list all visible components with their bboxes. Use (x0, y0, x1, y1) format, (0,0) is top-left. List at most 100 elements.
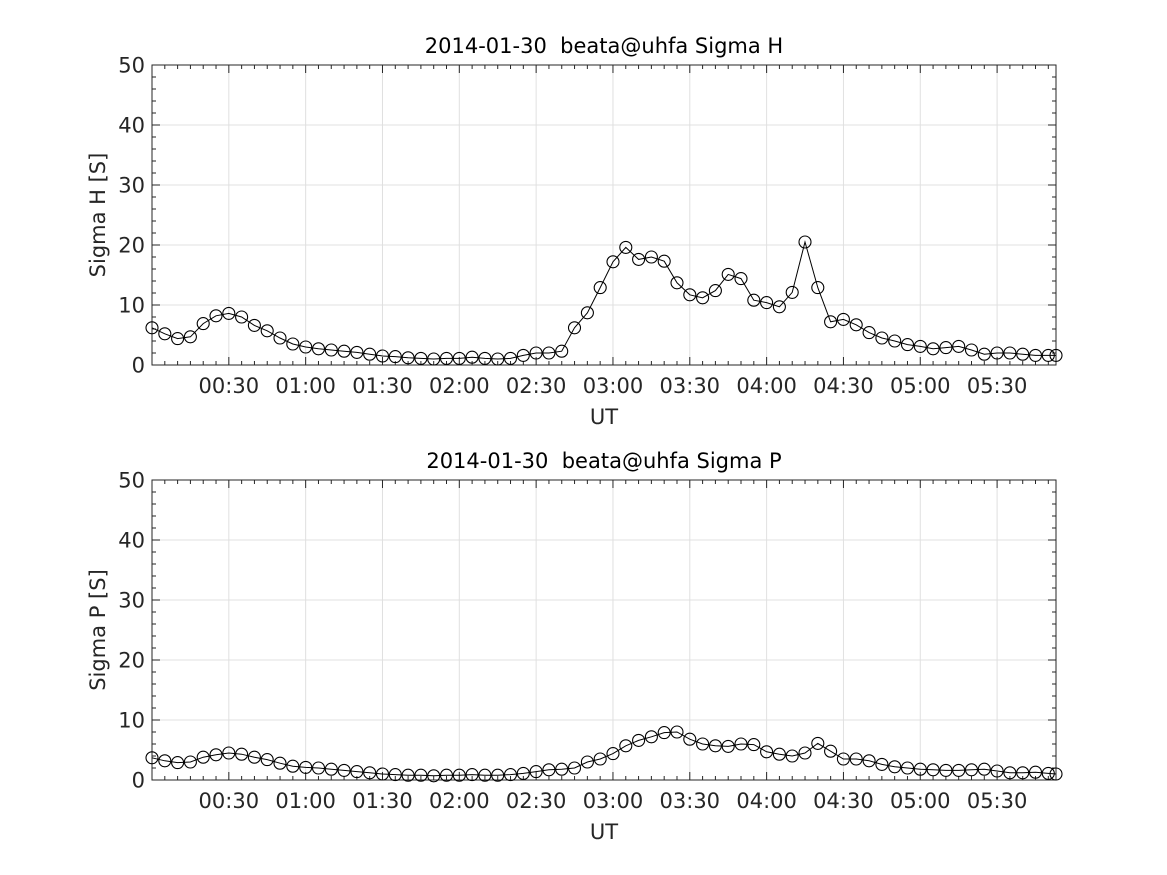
sigma-h-x-tick-label: 04:30 (813, 374, 874, 398)
sigma-p-data-point (439, 768, 454, 782)
sigma-p-x-tick-label: 05:30 (967, 789, 1028, 813)
sigma-p-data-point (593, 752, 607, 766)
sigma-h-data-point (1003, 346, 1017, 360)
sigma-p-data-point (247, 750, 261, 764)
sigma-h-data-point (363, 347, 377, 361)
sigma-p-data-point (632, 733, 646, 747)
sigma-p-data-point (1041, 766, 1055, 780)
sigma-p-series-line (151, 731, 1057, 777)
sigma-p-data-point (913, 762, 927, 776)
sigma-h-data-point (888, 334, 902, 348)
sigma-p-data-point (183, 755, 197, 769)
sigma-p-x-tick-label: 05:00 (890, 789, 951, 813)
sigma-h-ticks (152, 64, 1056, 366)
sigma-h-data-point (1041, 348, 1055, 362)
sigma-p-y-tick-labels: 0 10 20 30 40 50 (118, 469, 145, 793)
sigma-h-data-point (900, 338, 915, 352)
sigma-p-data-point (990, 764, 1004, 778)
sigma-h-data-point (811, 281, 825, 295)
sigma-h-y-tick-labels: 0 10 20 30 40 50 (118, 54, 145, 378)
sigma-p-data-point (516, 766, 530, 780)
sigma-p-data-point (158, 754, 172, 768)
sigma-h-y-axis-label: Sigma H [S] (86, 153, 110, 278)
sigma-h-data-point (734, 272, 748, 286)
sigma-p-data-point (875, 757, 889, 771)
sigma-p-data-point (964, 763, 979, 777)
sigma-h-data-point (273, 331, 287, 345)
sigma-p-data-point (567, 761, 582, 775)
sigma-h-data-point (247, 318, 261, 332)
sigma-h-data-point (452, 351, 466, 365)
sigma-p-data-point (747, 738, 761, 752)
sigma-p-data-point (798, 746, 812, 760)
sigma-p-data-point (888, 760, 902, 774)
sigma-p-data-point (1016, 766, 1030, 780)
sigma-h-data-point (862, 326, 876, 340)
sigma-p-data-point (926, 763, 940, 777)
sigma-h-data-point (183, 330, 197, 344)
sigma-p-x-tick-label: 01:30 (352, 789, 413, 813)
sigma-p-y-tick-label: 10 (118, 709, 145, 733)
sigma-p-y-tick-label: 20 (118, 649, 145, 673)
sigma-h-data-point (311, 342, 326, 356)
sigma-h-data-point (964, 343, 979, 357)
sigma-h-data-point (708, 284, 722, 298)
sigma-p-y-axis-label: Sigma P [S] (86, 569, 110, 691)
sigma-h-data-point (196, 317, 210, 331)
sigma-h-y-tick-label: 10 (118, 294, 145, 318)
sigma-p-x-tick-label: 04:30 (813, 789, 874, 813)
sigma-p-data-point (1003, 766, 1017, 780)
sigma-p-data-point (939, 763, 953, 777)
sigma-p-x-tick-label: 03:30 (660, 789, 721, 813)
sigma-p-plot-area (152, 480, 1056, 780)
sigma-h-data-point (222, 306, 236, 320)
sigma-p-data-point (683, 732, 697, 746)
sigma-p-y-tick-label: 0 (132, 769, 145, 793)
sigma-h-data-point (260, 324, 274, 338)
sigma-p-data-point (311, 761, 326, 775)
sigma-p-axes-box (151, 479, 1057, 781)
sigma-h-data-point (785, 285, 799, 299)
sigma-p-data-point (324, 762, 338, 776)
sigma-h-data-point (939, 341, 953, 355)
sigma-p-data-point (862, 754, 876, 768)
sigma-h-data-point (350, 345, 364, 359)
sigma-h-data-point (875, 331, 889, 345)
sigma-h-x-tick-label: 00:30 (199, 374, 260, 398)
sigma-h-data-point (952, 339, 966, 353)
sigma-p-y-tick-label: 30 (118, 589, 145, 613)
sigma-h-data-point (824, 315, 838, 329)
sigma-p-data-point (491, 768, 505, 782)
sigma-h-x-tick-label: 03:30 (660, 374, 721, 398)
sigma-h-grid (152, 65, 1056, 365)
sigma-p-data-point (235, 747, 249, 761)
sigma-h-data-point (836, 312, 850, 326)
sigma-p-data-point (1028, 765, 1043, 779)
sigma-h-data-point (516, 348, 530, 362)
sigma-h-data-point (580, 306, 594, 320)
sigma-p-data-point (503, 768, 518, 782)
sigma-h-data-point (849, 318, 863, 332)
sigma-p-data-point (772, 747, 786, 761)
sigma-p-data-point (849, 752, 863, 766)
sigma-p-data-point (452, 768, 466, 782)
sigma-h-data-point (337, 344, 351, 358)
sigma-p-data-point (529, 765, 543, 779)
sigma-p-x-tick-label: 03:00 (583, 789, 644, 813)
sigma-p-y-tick-label: 50 (118, 469, 145, 493)
sigma-p-data-point (388, 768, 402, 782)
sigma-h-data-point (299, 340, 313, 354)
sigma-p-data-point (375, 767, 390, 781)
sigma-p-data-point (222, 746, 236, 760)
sigma-h-data-point (375, 349, 390, 363)
sigma-h-data-point (606, 255, 620, 269)
sigma-h-chart: 0 10 20 30 40 50 00:30 01:00 01:30 02:00 02:30 03:… (86, 34, 1063, 429)
sigma-h-axes-box (151, 64, 1057, 366)
sigma-p-data-point (273, 756, 287, 770)
sigma-h-data-point (542, 346, 556, 360)
sigma-h-data-point (913, 339, 927, 353)
sigma-h-x-tick-label: 05:30 (967, 374, 1028, 398)
sigma-p-data-point (414, 768, 428, 782)
sigma-h-y-tick-label: 0 (132, 354, 145, 378)
